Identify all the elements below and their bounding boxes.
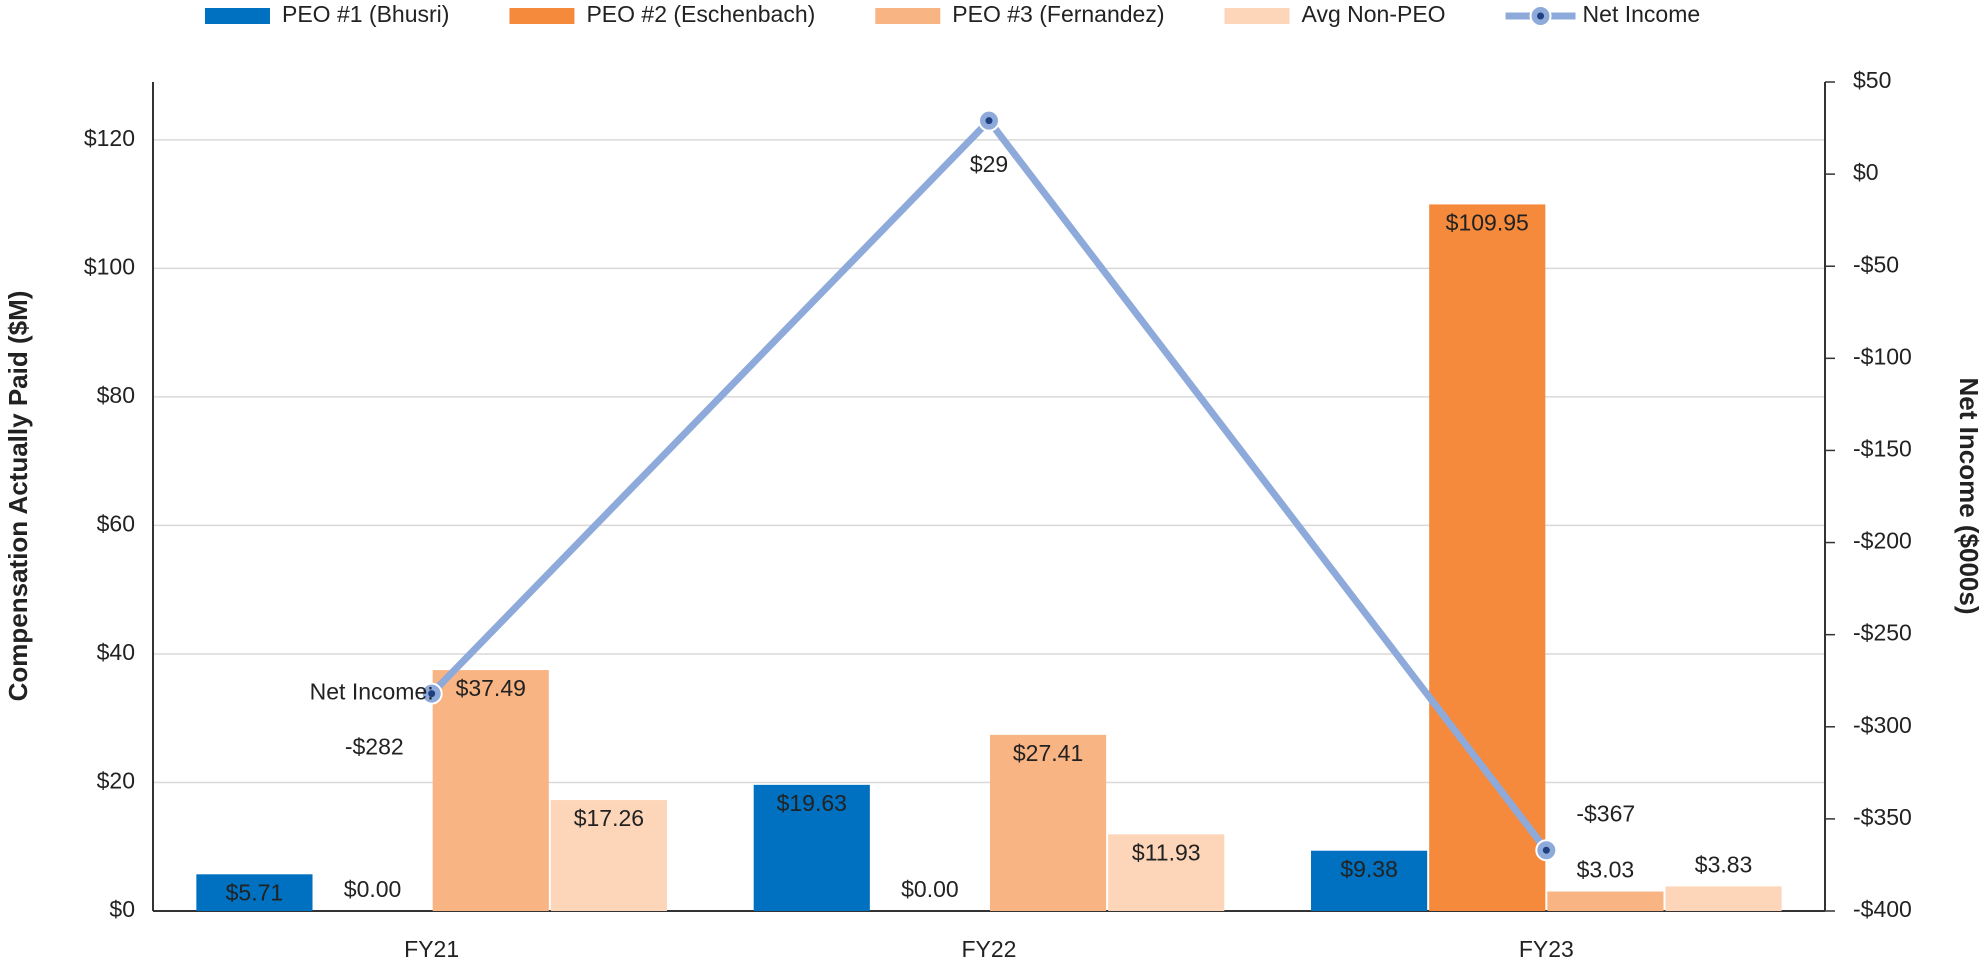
y2-axis-title: Net Income ($000s) (1954, 378, 1984, 615)
bar (550, 800, 667, 911)
y-tick-label: $120 (84, 125, 135, 151)
legend-label: Avg Non-PEO (1302, 1, 1446, 27)
legend-swatch (1224, 8, 1290, 24)
legend-label: PEO #1 (Bhusri) (282, 1, 449, 27)
y2-tick-label: -$350 (1853, 804, 1912, 830)
bar (196, 874, 313, 911)
bar (1429, 204, 1546, 911)
legend-swatch (509, 8, 575, 24)
y2-tick-label: -$300 (1853, 712, 1912, 738)
line (429, 117, 1550, 853)
y-tick-label: $80 (97, 382, 135, 408)
x-tick-label: FY23 (1519, 936, 1574, 962)
y-axis-title: Compensation Actually Paid ($M) (3, 291, 33, 702)
y-tick-label: $0 (109, 896, 135, 922)
y2-tick-label: -$100 (1853, 343, 1912, 369)
bar-value-label: $109.95 (1446, 210, 1529, 236)
x-tick-label: FY21 (404, 936, 459, 962)
y2-tick-label: $50 (1853, 67, 1891, 93)
y2-tick-label: -$150 (1853, 436, 1912, 462)
bar (990, 734, 1107, 911)
x-tick-label: FY22 (962, 936, 1017, 962)
bar-value-label: $5.71 (226, 879, 284, 905)
y2-tick-label: -$400 (1853, 896, 1912, 922)
bar-value-label: $37.49 (456, 675, 526, 701)
bar-value-label: $27.41 (1013, 740, 1083, 766)
bar (432, 670, 549, 911)
bar-value-label: $17.26 (574, 805, 644, 831)
y2-tick-label: -$200 (1853, 528, 1912, 554)
bar-value-label: $3.03 (1577, 857, 1635, 883)
line-value-label: -$282 (345, 734, 404, 760)
y-tick-label: $60 (97, 510, 135, 536)
y-tick-label: $100 (84, 253, 135, 279)
bar (753, 784, 870, 911)
y2-tick-label: $0 (1853, 159, 1879, 185)
bar (1665, 886, 1782, 911)
legend-label: PEO #2 (Eschenbach) (586, 1, 815, 27)
line-value-label: -$367 (1576, 800, 1635, 826)
line-marker-dot (428, 690, 436, 698)
line-value-label: $29 (970, 151, 1008, 177)
bar-value-label: $11.93 (1132, 839, 1201, 865)
y2-tick-label: -$50 (1853, 251, 1899, 277)
bar (1547, 891, 1664, 911)
legend-swatch-dot (1537, 12, 1545, 20)
y-tick-label: $20 (97, 768, 135, 794)
bar (1311, 850, 1428, 911)
bar-value-label: $3.83 (1695, 851, 1753, 877)
legend-label: PEO #3 (Fernandez) (952, 1, 1164, 27)
line-marker-dot (1542, 846, 1550, 854)
bar-value-label: $0.00 (901, 876, 959, 902)
legend-label: Net Income (1583, 1, 1701, 27)
legend-swatch (875, 8, 941, 24)
bar (1108, 834, 1225, 911)
y-tick-label: $40 (97, 639, 135, 665)
bar-value-label: $19.63 (777, 790, 847, 816)
annotation: Net Income: (310, 679, 434, 705)
y2-tick-label: -$250 (1853, 620, 1912, 646)
legend-swatch (205, 8, 270, 24)
line-marker-dot (985, 117, 993, 125)
bar-value-label: $0.00 (344, 876, 402, 902)
bar-value-label: $9.38 (1340, 856, 1398, 882)
